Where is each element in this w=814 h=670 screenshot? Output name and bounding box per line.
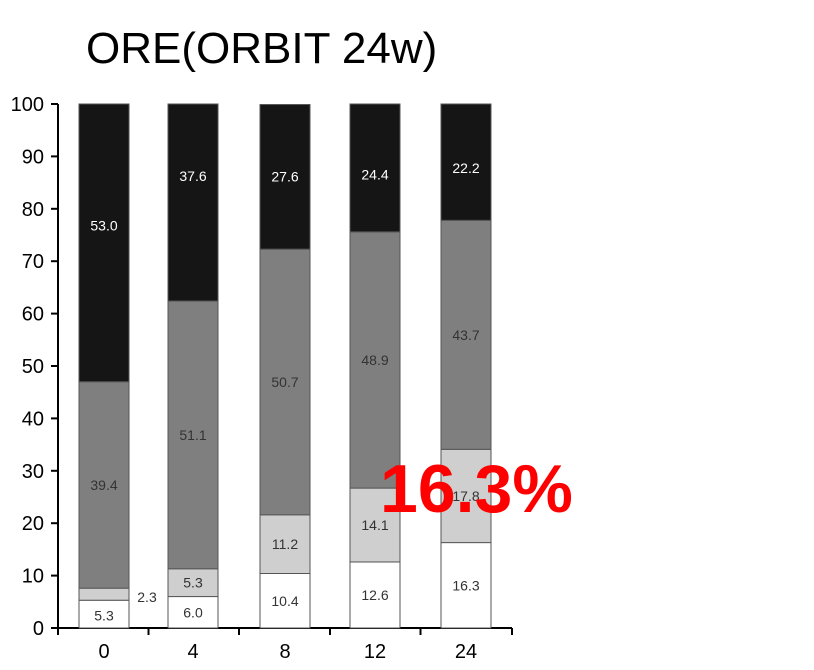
data-label: 14.1 — [361, 517, 388, 533]
x-tick-label: 8 — [279, 641, 290, 663]
y-tick-label: 60 — [22, 304, 44, 326]
bar-segment — [167, 300, 219, 570]
bar-segment — [167, 596, 219, 629]
data-label: 16.3 — [452, 577, 479, 593]
y-tick-label: 0 — [33, 618, 44, 640]
y-tick-label: 50 — [22, 356, 44, 378]
data-label: 24.4 — [361, 166, 388, 182]
bar-segment — [349, 487, 401, 563]
bar-segment — [440, 219, 492, 450]
bar-segment — [78, 381, 130, 589]
data-label: 43.7 — [452, 327, 479, 343]
bar-segment — [78, 103, 130, 383]
data-label: 17.8 — [452, 488, 479, 504]
data-label: 50.7 — [271, 374, 298, 390]
bar-segment — [349, 231, 401, 489]
y-tick-label: 10 — [22, 566, 44, 588]
data-label: 37.6 — [179, 168, 206, 184]
data-label: 11.2 — [272, 536, 298, 552]
bar-segment — [440, 103, 492, 221]
bar-segment — [440, 542, 492, 629]
y-tick-label: 90 — [22, 146, 44, 168]
y-tick-label: 100 — [11, 94, 44, 116]
bar-segment — [78, 587, 130, 601]
data-label: 22.2 — [452, 160, 479, 176]
bar-segment — [349, 103, 401, 233]
data-label: 10.4 — [271, 593, 298, 609]
y-tick-label: 30 — [22, 461, 44, 483]
data-label: 5.3 — [94, 607, 114, 623]
data-label: 53.0 — [90, 218, 117, 234]
bar-segment — [259, 104, 311, 250]
x-tick-label: 24 — [455, 641, 477, 663]
data-label: 39.4 — [90, 477, 117, 493]
chart-title: ORE(ORBIT 24w) — [86, 24, 438, 73]
x-tick-label: 4 — [187, 641, 198, 663]
data-label: 27.6 — [271, 169, 298, 185]
annotation-layer: 16.3% — [380, 451, 573, 527]
bar-segment — [167, 103, 219, 302]
y-tick-label: 20 — [22, 513, 44, 535]
data-label: 5.3 — [183, 575, 203, 591]
bar-segment — [78, 599, 130, 629]
data-label: 6.0 — [183, 604, 203, 620]
bar-segment — [259, 573, 311, 629]
data-label: 12.6 — [361, 587, 388, 603]
bar-segment — [259, 514, 311, 575]
data-label: 51.1 — [179, 427, 206, 443]
data-label: 2.3 — [137, 589, 157, 605]
bar-segment — [440, 448, 492, 544]
highlight-annotation: 16.3% — [380, 451, 573, 527]
y-tick-label: 80 — [22, 199, 44, 221]
x-tick-label: 0 — [98, 641, 109, 663]
x-tick-label: 12 — [364, 641, 386, 663]
plot-area: 0 10 20 30 40 50 60 70 80 90 100 0 4 8 12 24 5.3 2.3 39.4 5… — [11, 94, 513, 663]
y-tick-label: 70 — [22, 251, 44, 273]
y-tick-label: 40 — [22, 408, 44, 430]
data-label: 48.9 — [361, 352, 388, 368]
